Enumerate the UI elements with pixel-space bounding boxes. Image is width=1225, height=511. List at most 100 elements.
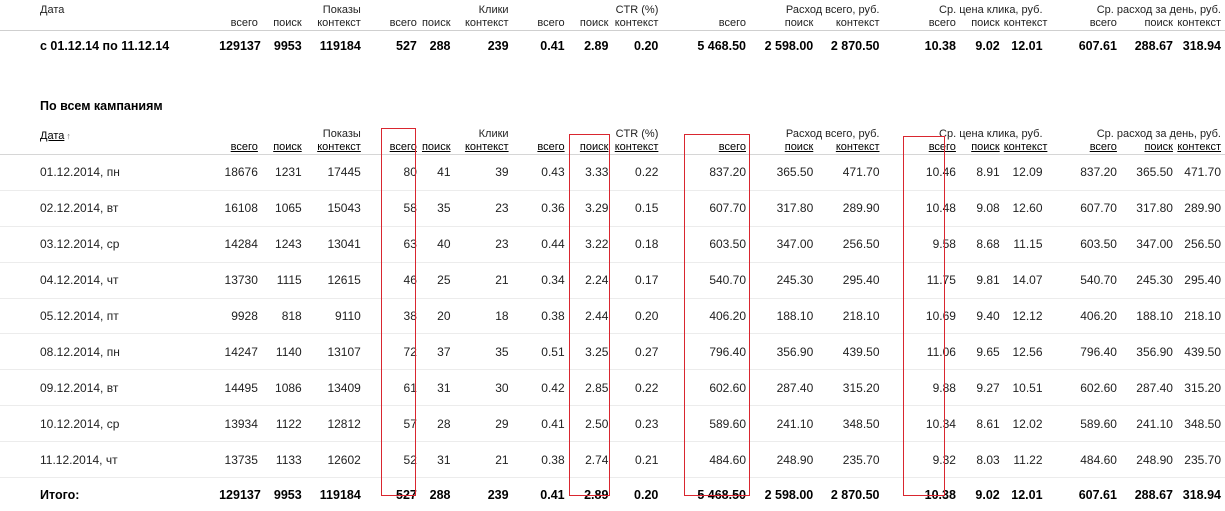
table-row: 02.12.2014, вт 16108 1065 15043 58 35 23 0.36 3.… bbox=[0, 190, 1225, 227]
cell: 356.90 bbox=[750, 333, 818, 371]
sort-spend-total-link[interactable]: всего bbox=[718, 141, 747, 153]
cell: 540.70 bbox=[662, 262, 751, 299]
ctr-total-header: всего bbox=[537, 17, 565, 29]
cell: 837.20 bbox=[662, 154, 751, 191]
cell: 2.89 bbox=[568, 477, 613, 511]
sort-shows-search-link[interactable]: поиск bbox=[273, 141, 302, 153]
cell: 21 bbox=[454, 441, 513, 479]
cell: 9953 bbox=[261, 30, 306, 61]
cell: 2 870.50 bbox=[817, 477, 884, 511]
sort-cpc-search-link[interactable]: поиск bbox=[971, 141, 1000, 153]
cell: 9.02 bbox=[959, 30, 1004, 61]
cell: 20 bbox=[420, 298, 455, 335]
sort-spend-search-link[interactable]: поиск bbox=[784, 141, 814, 153]
cell: 9.81 bbox=[959, 262, 1004, 299]
cell: 0.20 bbox=[612, 298, 663, 335]
spend-group-header: Расход всего, руб. bbox=[785, 128, 880, 140]
cell: 119184 bbox=[305, 30, 365, 61]
cell: 0.41 bbox=[512, 477, 569, 511]
spend-search-header: поиск bbox=[784, 17, 814, 29]
cell: 2.74 bbox=[568, 441, 613, 479]
cell: 796.40 bbox=[662, 333, 751, 371]
sort-daily-context-link[interactable]: контекст bbox=[1177, 141, 1221, 153]
cell: 5 468.50 bbox=[662, 477, 751, 511]
cell: 9.40 bbox=[959, 298, 1004, 335]
cell: 318.94 bbox=[1176, 477, 1225, 511]
sort-by-date-link[interactable]: Дата bbox=[40, 130, 65, 142]
sort-clicks-total-link[interactable]: всего bbox=[389, 141, 417, 153]
cpc-group-header: Ср. цена клика, руб. bbox=[939, 128, 1043, 140]
table-row: 08.12.2014, пн 14247 1140 13107 72 37 35 0.51 3.… bbox=[0, 333, 1225, 371]
sort-ctr-context-link[interactable]: контекст bbox=[614, 141, 659, 153]
cell: 14495 bbox=[219, 369, 262, 407]
sort-daily-search-link[interactable]: поиск bbox=[1144, 141, 1173, 153]
cell: 12.09 bbox=[1003, 154, 1047, 191]
sort-shows-total-link[interactable]: всего bbox=[230, 141, 258, 153]
cell: 35 bbox=[454, 333, 513, 371]
sort-ctr-search-link[interactable]: поиск bbox=[579, 141, 609, 153]
shows-group-header: Показы bbox=[322, 4, 361, 16]
sort-clicks-context-link[interactable]: контекст bbox=[464, 141, 509, 153]
cell: 0.17 bbox=[612, 262, 663, 299]
cell: 406.20 bbox=[1046, 298, 1121, 335]
cell: 0.36 bbox=[512, 190, 569, 227]
cell: 315.20 bbox=[1176, 369, 1225, 407]
row-date: 10.12.2014, ср bbox=[0, 405, 220, 443]
cell: 8.91 bbox=[959, 154, 1004, 191]
table-row: 11.12.2014, чт 13735 1133 12602 52 31 21 0.38 2.… bbox=[0, 441, 1225, 479]
cell: 287.40 bbox=[750, 369, 818, 407]
cell: 2.24 bbox=[568, 262, 613, 299]
cell: 12.56 bbox=[1003, 333, 1047, 371]
cell: 315.20 bbox=[817, 369, 884, 407]
cell: 38 bbox=[364, 298, 421, 335]
cell: 129137 bbox=[219, 477, 262, 511]
sort-ctr-total-link[interactable]: всего bbox=[537, 141, 565, 153]
cell: 318.94 bbox=[1176, 30, 1225, 61]
ctr-search-header: поиск bbox=[579, 17, 609, 29]
cell: 17445 bbox=[305, 154, 365, 191]
cell: 10.38 bbox=[883, 30, 960, 61]
cell: 288.67 bbox=[1120, 477, 1177, 511]
cell: 0.15 bbox=[612, 190, 663, 227]
cell: 0.18 bbox=[612, 226, 663, 263]
cell: 239 bbox=[454, 477, 513, 511]
sort-cpc-context-link[interactable]: контекст bbox=[1003, 141, 1048, 153]
sort-clicks-search-link[interactable]: поиск bbox=[421, 141, 451, 153]
cell: 317.80 bbox=[750, 190, 818, 227]
table-row: 03.12.2014, ср 14284 1243 13041 63 40 23 0.44 3.… bbox=[0, 226, 1225, 263]
cell: 3.33 bbox=[568, 154, 613, 191]
cell: 129137 bbox=[219, 30, 262, 61]
sort-cpc-total-link[interactable]: всего bbox=[928, 141, 956, 153]
cell: 13735 bbox=[219, 441, 262, 479]
cell: 13107 bbox=[305, 333, 365, 371]
cell: 58 bbox=[364, 190, 421, 227]
cell: 9928 bbox=[219, 298, 262, 335]
sort-daily-total-link[interactable]: всего bbox=[1089, 141, 1117, 153]
cell: 11.15 bbox=[1003, 226, 1047, 263]
cell: 28 bbox=[420, 405, 455, 443]
cell: 30 bbox=[454, 369, 513, 407]
cell: 607.70 bbox=[1046, 190, 1121, 227]
cell: 0.34 bbox=[512, 262, 569, 299]
cell: 9953 bbox=[261, 477, 306, 511]
cell: 602.60 bbox=[1046, 369, 1121, 407]
cell: 80 bbox=[364, 154, 421, 191]
cell: 837.20 bbox=[1046, 154, 1121, 191]
period-header-row: Дата всего поиск Показы контекст всего по… bbox=[0, 4, 1225, 31]
cell: 29 bbox=[454, 405, 513, 443]
daily-group-header: Ср. расход за день, руб. bbox=[1096, 128, 1221, 140]
cell: 10.69 bbox=[883, 298, 960, 335]
table-row: 01.12.2014, пн 18676 1231 17445 80 41 39 0.43 3.… bbox=[0, 154, 1225, 191]
cell: 287.40 bbox=[1120, 369, 1177, 407]
cell: 295.40 bbox=[817, 262, 884, 299]
sort-spend-context-link[interactable]: контекст bbox=[835, 141, 880, 153]
cell: 188.10 bbox=[1120, 298, 1177, 335]
daily-context-header: Ср. расход за день, руб. контекст bbox=[1097, 4, 1225, 31]
cell: 1133 bbox=[261, 441, 306, 479]
cell: 589.60 bbox=[1046, 405, 1121, 443]
cell: 41 bbox=[420, 154, 455, 191]
cell: 2.89 bbox=[568, 30, 613, 61]
sort-shows-context-link[interactable]: контекст bbox=[317, 141, 361, 153]
cell: 2 598.00 bbox=[750, 30, 818, 61]
cell: 607.70 bbox=[662, 190, 751, 227]
